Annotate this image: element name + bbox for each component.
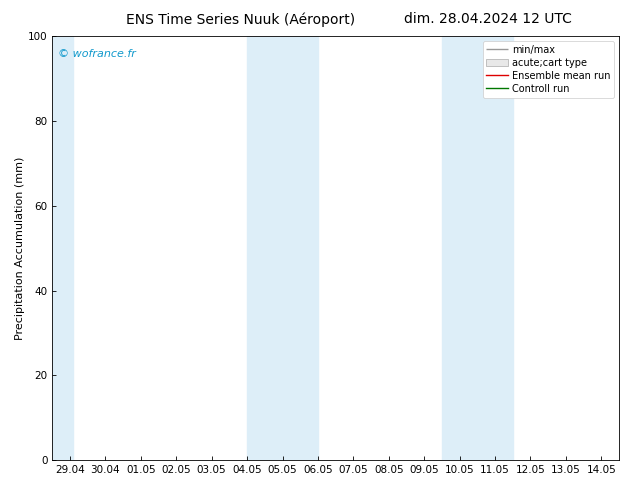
Text: dim. 28.04.2024 12 UTC: dim. 28.04.2024 12 UTC [404, 12, 572, 26]
Legend: min/max, acute;cart type, Ensemble mean run, Controll run: min/max, acute;cart type, Ensemble mean … [482, 41, 614, 98]
Text: © wofrance.fr: © wofrance.fr [58, 49, 136, 59]
Text: ENS Time Series Nuuk (Aéroport): ENS Time Series Nuuk (Aéroport) [126, 12, 356, 27]
Bar [52, 36, 73, 460]
Bar [247, 36, 318, 460]
Y-axis label: Precipitation Accumulation (mm): Precipitation Accumulation (mm) [15, 156, 25, 340]
Bar [442, 36, 513, 460]
